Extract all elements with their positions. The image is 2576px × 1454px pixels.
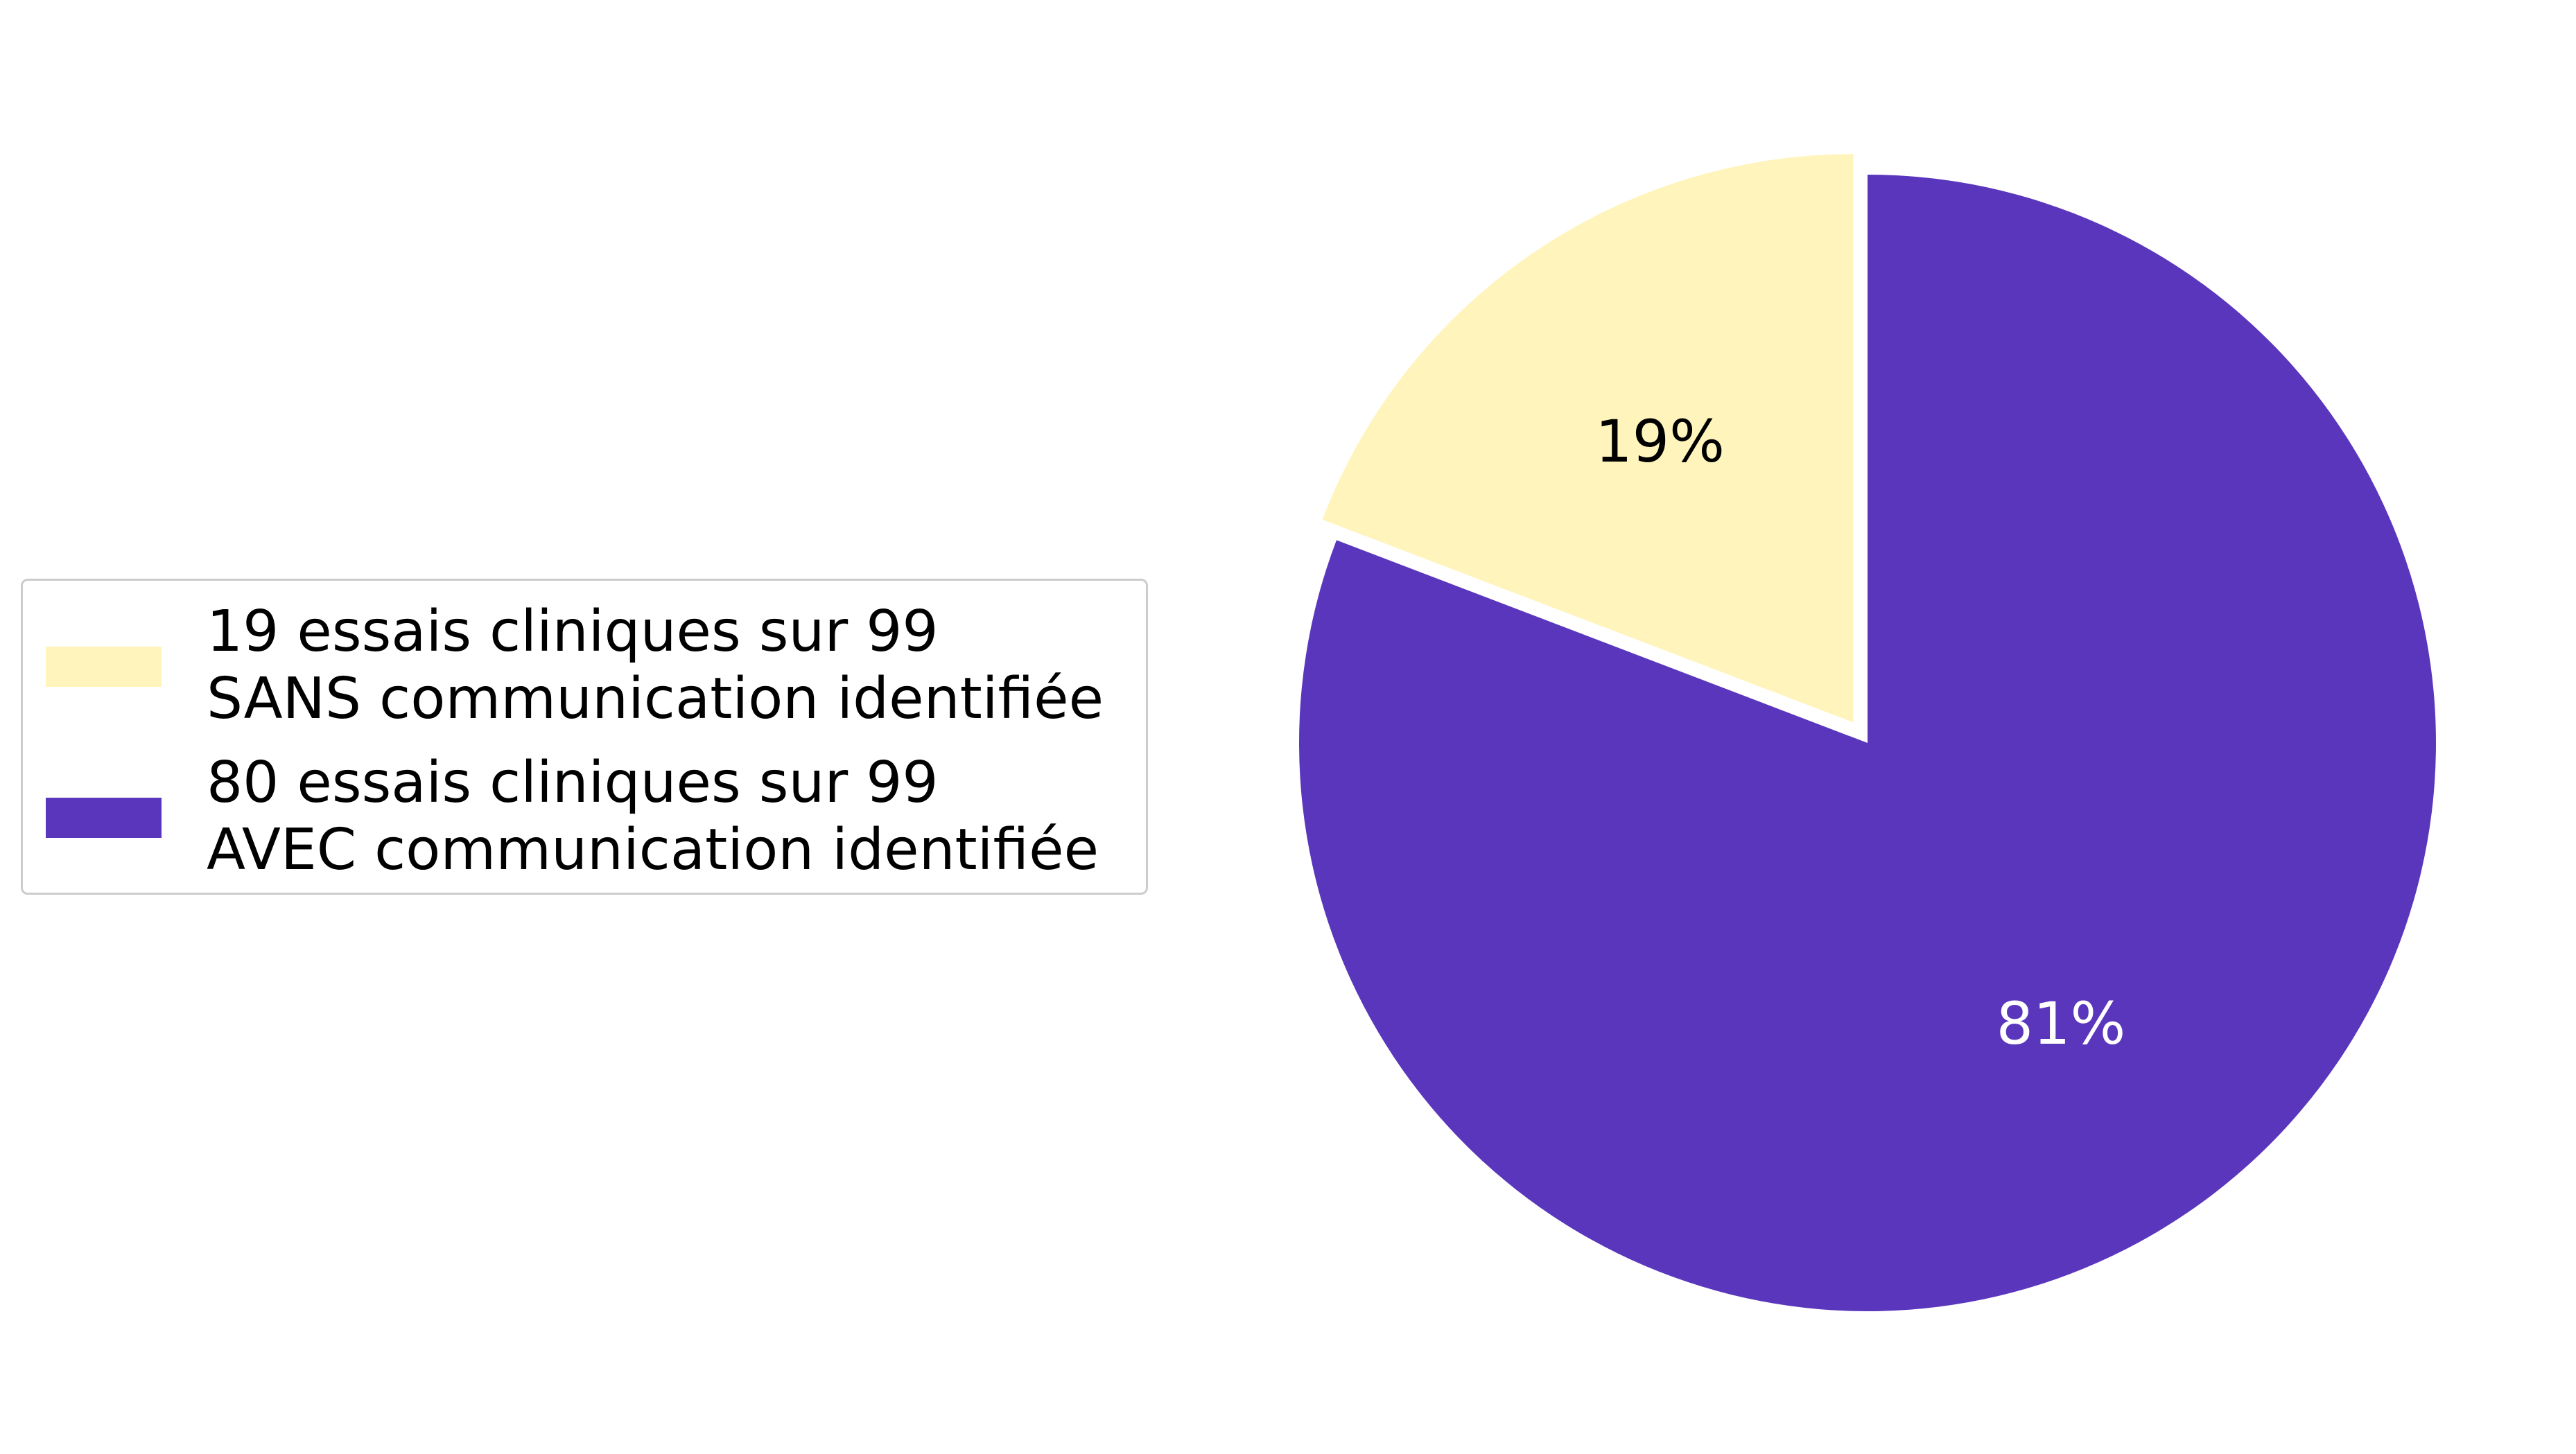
legend-entry-avec: 80 essais cliniques sur 99 AVEC communic…	[23, 749, 1146, 888]
legend-label-avec-line-2: AVEC communication identifiée	[207, 817, 1099, 883]
pie-slice-label-1: 81%	[1996, 990, 2126, 1058]
pie-labels: 19% 81%	[1595, 408, 2125, 1058]
legend-label-sans-line-2: SANS communication identifiée	[207, 666, 1104, 732]
legend: 19 essais cliniques sur 99 SANS communic…	[21, 579, 1148, 895]
legend-label-avec-line-1: 80 essais cliniques sur 99	[207, 750, 939, 816]
pie-slices	[1299, 154, 2436, 1311]
pie-slice-0	[1322, 154, 1854, 723]
legend-label-sans-line-1: 19 essais cliniques sur 99	[207, 599, 939, 665]
legend-swatch-avec	[46, 798, 162, 838]
legend-label-avec: 80 essais cliniques sur 99 AVEC communic…	[207, 749, 1099, 884]
legend-swatch-sans	[46, 647, 162, 687]
legend-entry-sans: 19 essais cliniques sur 99 SANS communic…	[23, 598, 1146, 737]
pie-slice-label-0: 19%	[1595, 408, 1725, 475]
pie-slice-1	[1299, 175, 2436, 1311]
legend-label-sans: 19 essais cliniques sur 99 SANS communic…	[207, 598, 1104, 733]
